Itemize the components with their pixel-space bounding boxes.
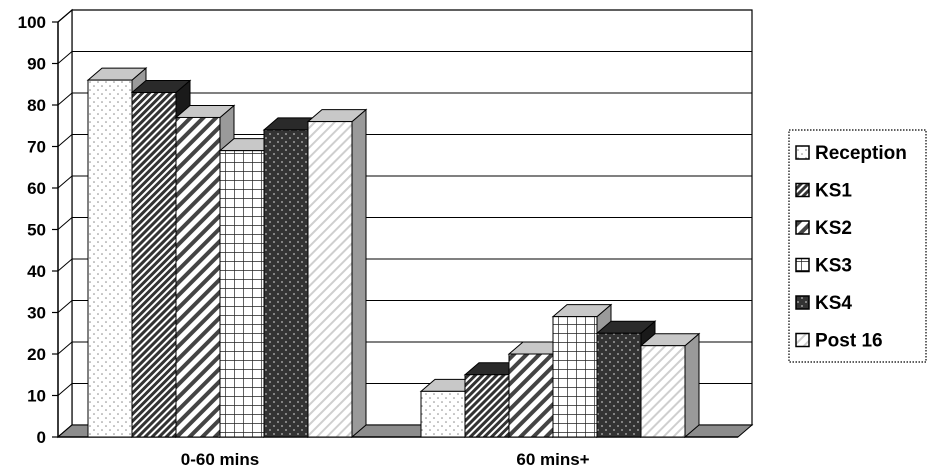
y-tick-label: 100 — [18, 13, 46, 32]
y-tick-label: 70 — [27, 138, 46, 157]
gridline — [57, 300, 752, 313]
bar-front — [420, 390, 466, 438]
legend-item: Post 16 — [795, 331, 883, 352]
legend-label: KS4 — [815, 293, 852, 314]
y-tick-label: 90 — [27, 55, 46, 74]
legend-swatch — [795, 257, 810, 273]
legend-label: KS2 — [815, 218, 852, 239]
legend-label: Reception — [815, 143, 907, 164]
legend-label: Post 16 — [815, 331, 883, 352]
bar-front — [87, 79, 133, 438]
x-category-label: 60 mins+ — [516, 450, 589, 469]
bar — [639, 332, 701, 439]
legend-label: KS1 — [815, 181, 852, 202]
legend-item: KS4 — [795, 293, 852, 314]
gridline — [57, 92, 752, 106]
y-tick-label: 40 — [27, 262, 46, 281]
legend-label: KS3 — [815, 256, 852, 277]
bar-front — [175, 116, 221, 438]
legend-swatch — [795, 145, 810, 160]
legend-swatch — [795, 295, 810, 310]
y-tick-label: 60 — [27, 179, 46, 198]
gridline — [57, 258, 752, 272]
legend-item: KS1 — [795, 181, 852, 202]
gridline — [57, 9, 752, 23]
y-tick-label: 80 — [27, 96, 46, 115]
bar-front — [508, 353, 554, 438]
legend-item: Reception — [795, 143, 907, 164]
bar-side — [684, 332, 700, 439]
bar-front — [263, 129, 309, 438]
bars — [86, 67, 701, 439]
legend: Reception KS1 KS2 KS3 KS4 Post 16 — [788, 129, 927, 363]
legend-item: KS2 — [795, 218, 852, 239]
legend-box — [788, 129, 927, 363]
y-tick-label: 20 — [27, 345, 46, 364]
bar-front — [596, 332, 642, 438]
gridline — [57, 175, 752, 189]
bar-front — [464, 374, 510, 438]
y-tick-label: 30 — [27, 304, 46, 323]
legend-swatch — [795, 332, 810, 348]
bar — [306, 108, 368, 439]
legend-swatch — [795, 220, 810, 235]
gridline — [57, 51, 752, 64]
y-tick-label: 50 — [27, 221, 46, 240]
bar-front — [219, 150, 265, 438]
x-category-label: 0-60 mins — [181, 450, 259, 469]
gridline — [57, 217, 752, 230]
bar-front — [307, 121, 353, 438]
bar-front — [131, 92, 177, 438]
bar-front — [552, 316, 598, 438]
legend-item: KS3 — [795, 256, 852, 277]
y-tick-label: 0 — [37, 428, 46, 447]
gridline — [57, 134, 752, 147]
axis-labels: 0 10 20 30 40 50 60 70 80 90 100 0-60 mins 60 mins+ — [18, 13, 590, 469]
y-tick-label: 10 — [27, 387, 46, 406]
bar-front — [640, 345, 686, 438]
bar-side — [351, 108, 367, 439]
legend-swatch — [795, 182, 810, 198]
